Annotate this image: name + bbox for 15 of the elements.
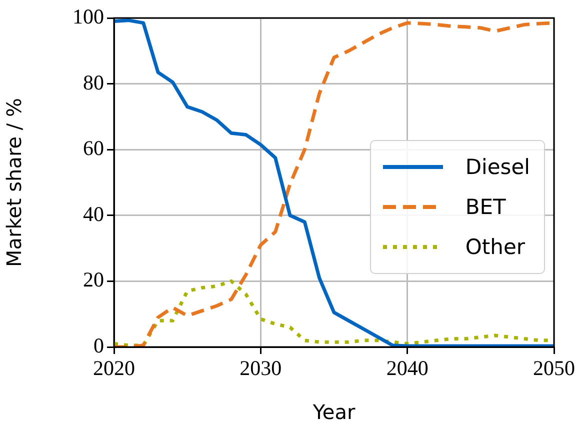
y-tick-label: 60 (83, 136, 104, 160)
y-axis-title: Market share / % (2, 98, 26, 268)
x-tick-label: 2040 (386, 356, 428, 380)
legend-label: Other (465, 235, 526, 259)
legend-label: BET (465, 195, 506, 219)
y-tick-label: 20 (83, 268, 104, 292)
y-tick-label: 0 (94, 334, 104, 358)
x-tick-label: 2050 (533, 356, 575, 380)
legend-label: Diesel (465, 155, 530, 179)
x-tick-label: 2020 (93, 356, 135, 380)
x-tick-label: 2030 (240, 356, 282, 380)
x-axis-title: Year (312, 400, 356, 424)
y-tick-label: 80 (83, 70, 104, 94)
y-tick-label: 100 (72, 4, 104, 29)
y-tick-label: 40 (83, 202, 104, 226)
